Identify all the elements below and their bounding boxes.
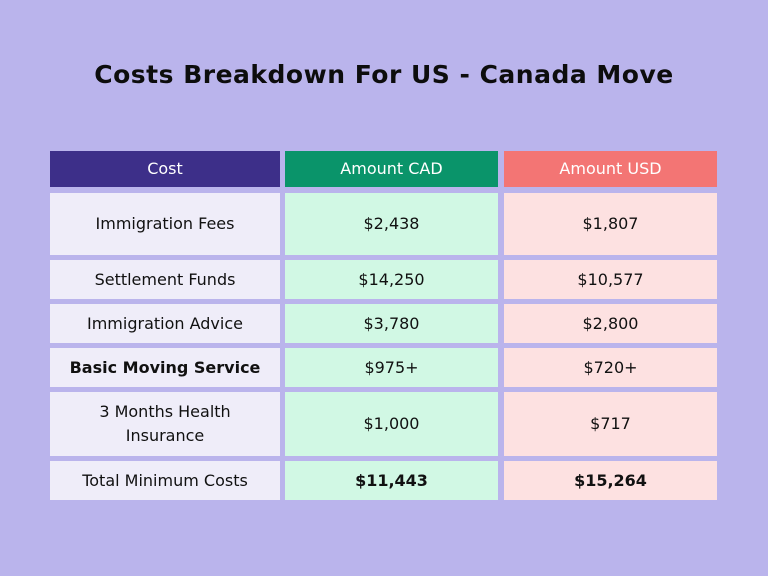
row-cost-label: Immigration Fees (50, 193, 280, 255)
total-cost-label: Total Minimum Costs (50, 461, 280, 500)
row-usd-value: $717 (504, 392, 717, 456)
row-cost-label: 3 Months Health Insurance (50, 392, 280, 456)
row-usd-value: $1,807 (504, 193, 717, 255)
row-cost-label: Basic Moving Service (50, 348, 280, 387)
row-usd-value: $2,800 (504, 304, 717, 343)
total-cad-value: $11,443 (285, 461, 498, 500)
row-cad-value: $14,250 (285, 260, 498, 299)
row-cad-value: $2,438 (285, 193, 498, 255)
header-amount-cad: Amount CAD (285, 151, 498, 187)
row-cost-label: Immigration Advice (50, 304, 280, 343)
total-usd-value: $15,264 (504, 461, 717, 500)
row-usd-value: $720+ (504, 348, 717, 387)
header-cost: Cost (50, 151, 280, 187)
row-cad-value: $1,000 (285, 392, 498, 456)
row-cad-value: $975+ (285, 348, 498, 387)
page-title: Costs Breakdown For US - Canada Move (94, 60, 674, 89)
row-usd-value: $10,577 (504, 260, 717, 299)
header-amount-usd: Amount USD (504, 151, 717, 187)
row-cad-value: $3,780 (285, 304, 498, 343)
row-cost-label: Settlement Funds (50, 260, 280, 299)
